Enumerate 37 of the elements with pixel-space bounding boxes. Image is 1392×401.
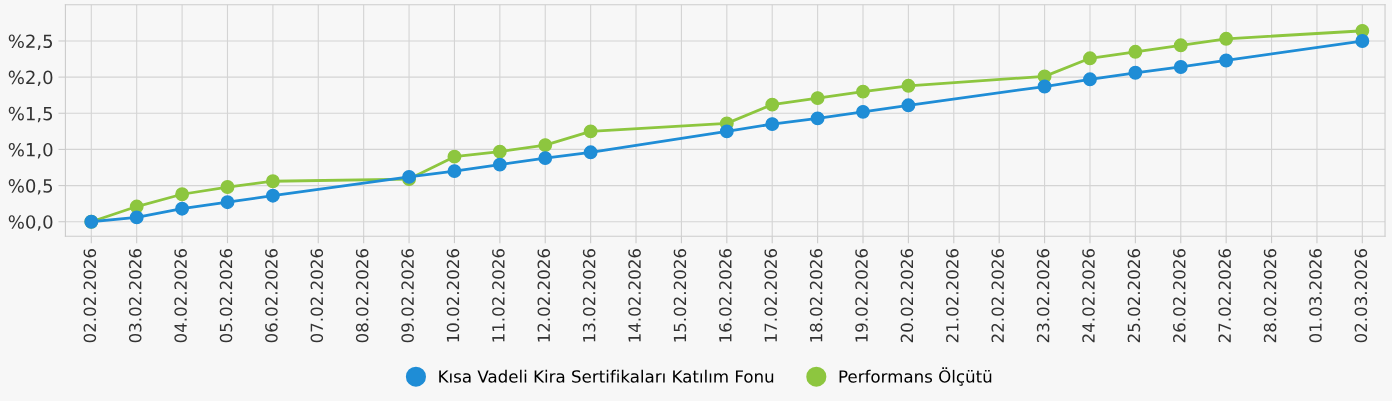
- x-tick-label: 18.02.2026: [809, 249, 823, 342]
- x-tick-label: 22.02.2026: [991, 249, 1005, 343]
- x-tick-label: 02.02.2026: [83, 249, 97, 343]
- x-tick-label: 20.02.2026: [900, 249, 914, 343]
- x-tick-label: 07.02.2026: [310, 249, 324, 343]
- x-tick-label: 03.02.2026: [128, 249, 142, 343]
- x-tick-label: 02.03.2026: [1354, 249, 1368, 343]
- y-tick-label: %2,0: [8, 70, 53, 87]
- y-tick-label: %2,5: [8, 34, 53, 50]
- x-tick-label: 23.02.2026: [1036, 249, 1050, 343]
- x-tick-label: 28.02.2026: [1263, 249, 1277, 343]
- x-tick-label: 06.02.2026: [265, 249, 278, 343]
- x-tick-label: 21.02.2026: [946, 249, 959, 343]
- x-tick-label: 11.02.2026: [492, 249, 505, 342]
- x-tick-label: 16.02.2026: [719, 249, 732, 342]
- y-tick-label: %1,0: [8, 142, 53, 159]
- x-tick-label: 25.02.2026: [1127, 249, 1141, 343]
- x-tick-label: 24.02.2026: [1082, 249, 1095, 343]
- y-tick-label: %0,0: [8, 215, 53, 231]
- x-tick-label: 01.03.2026: [1309, 249, 1322, 343]
- x-tick-label: 05.02.2026: [219, 249, 233, 343]
- x-tick-label: 17.02.2026: [764, 249, 778, 342]
- y-tick-label: %1,5: [8, 106, 53, 123]
- x-tick-label: 04.02.2026: [174, 249, 187, 343]
- legend-label: Performans Ölçütü: [839, 367, 992, 386]
- x-tick-label: 12.02.2026: [537, 249, 551, 342]
- x-tick-label: 10.02.2026: [446, 249, 460, 342]
- x-tick-label: 14.02.2026: [628, 249, 641, 342]
- legend-label: Kısa Vadeli Kira Sertifikaları Katılım Fonu: [439, 369, 774, 383]
- y-tick-label: %0,5: [8, 179, 53, 195]
- x-tick-label: 26.02.2026: [1172, 249, 1186, 343]
- x-tick-label: 19.02.2026: [855, 249, 868, 342]
- x-tick-label: 27.02.2026: [1218, 249, 1231, 343]
- x-tick-label: 09.02.2026: [401, 249, 414, 343]
- x-tick-label: 08.02.2026: [355, 249, 369, 343]
- x-tick-label: 13.02.2026: [582, 249, 596, 342]
- x-tick-label: 15.02.2026: [673, 249, 687, 342]
